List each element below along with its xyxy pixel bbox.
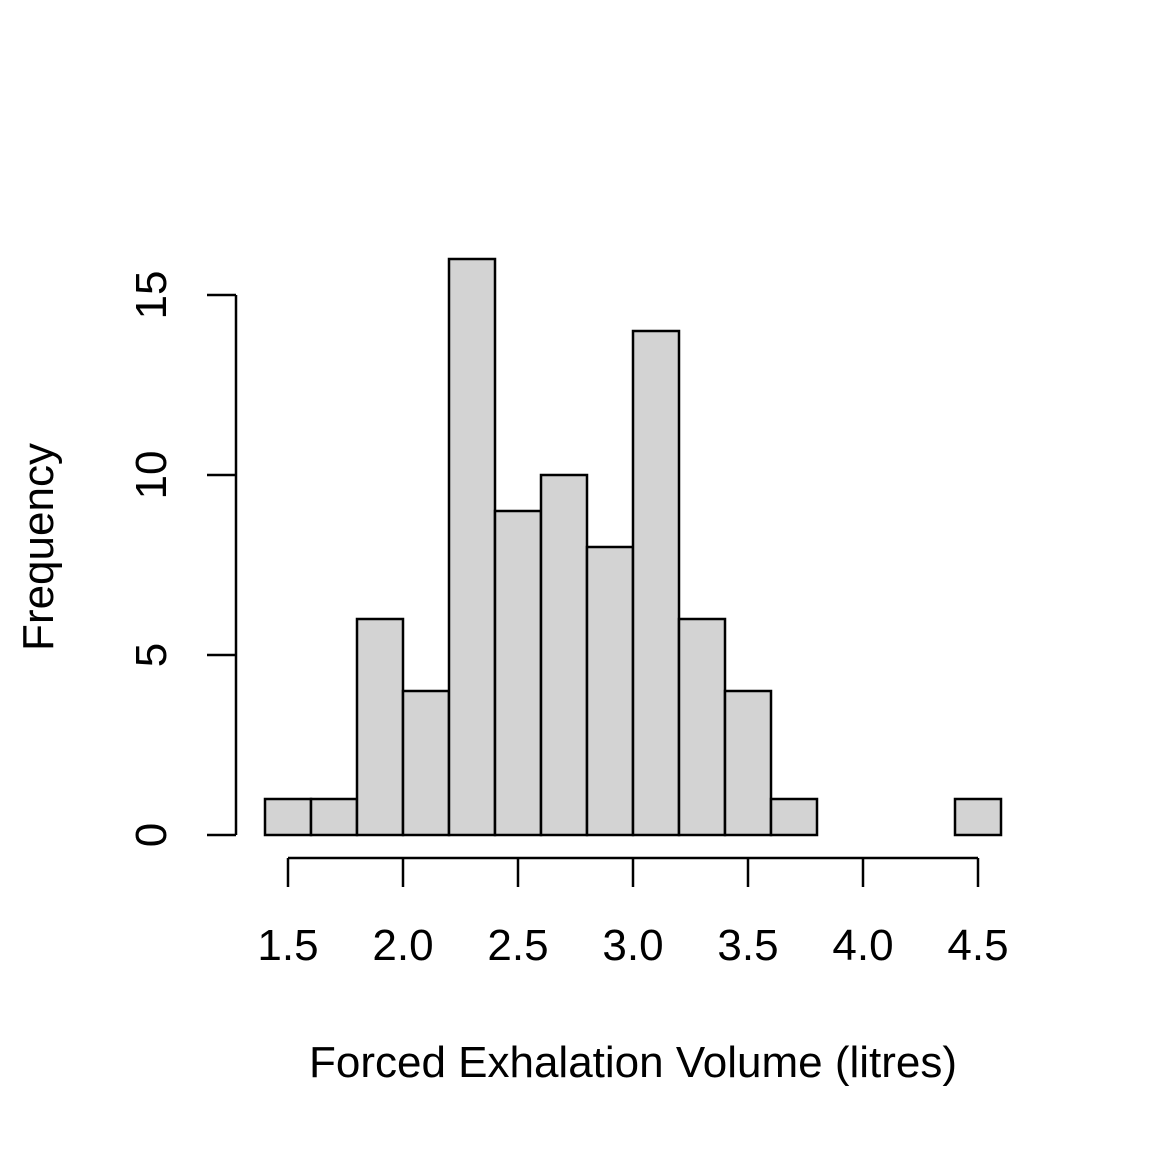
histogram-bar-4 — [447, 257, 497, 837]
histogram-bar-3 — [401, 689, 451, 837]
bars-group — [263, 257, 1003, 837]
x-tick-label-5: 4.0 — [832, 921, 893, 970]
y-tick-label-0: 0 — [127, 823, 176, 847]
histogram-bar-8 — [631, 329, 681, 837]
histogram-bar-0 — [263, 797, 313, 837]
histogram-bar-10 — [723, 689, 773, 837]
histogram-bar-7 — [585, 545, 635, 837]
x-tick-label-4: 3.5 — [717, 921, 778, 970]
y-axis-title: Frequency — [14, 443, 63, 651]
y-tick-label-2: 10 — [127, 451, 176, 500]
histogram-bar-9 — [677, 617, 727, 837]
x-axis-title: Forced Exhalation Volume (litres) — [309, 1038, 957, 1087]
x-tick-label-1: 2.0 — [372, 921, 433, 970]
histogram-bar-6 — [539, 473, 589, 837]
x-tick-label-3: 3.0 — [602, 921, 663, 970]
y-tick-label-3: 15 — [127, 271, 176, 320]
x-axis: 1.5 2.0 2.5 3.0 3.5 4.0 4.5 — [257, 856, 1009, 970]
x-tick-label-2: 2.5 — [487, 921, 548, 970]
x-tick-label-6: 4.5 — [947, 921, 1008, 970]
y-axis: 0 5 10 15 — [127, 271, 238, 847]
histogram-bar-11 — [769, 797, 819, 837]
histogram-bar-2 — [355, 617, 405, 837]
histogram-bar-15 — [953, 797, 1003, 837]
y-tick-label-1: 5 — [127, 643, 176, 667]
histogram-bar-5 — [493, 509, 543, 837]
histogram-bar-1 — [309, 797, 359, 837]
x-tick-label-0: 1.5 — [257, 921, 318, 970]
